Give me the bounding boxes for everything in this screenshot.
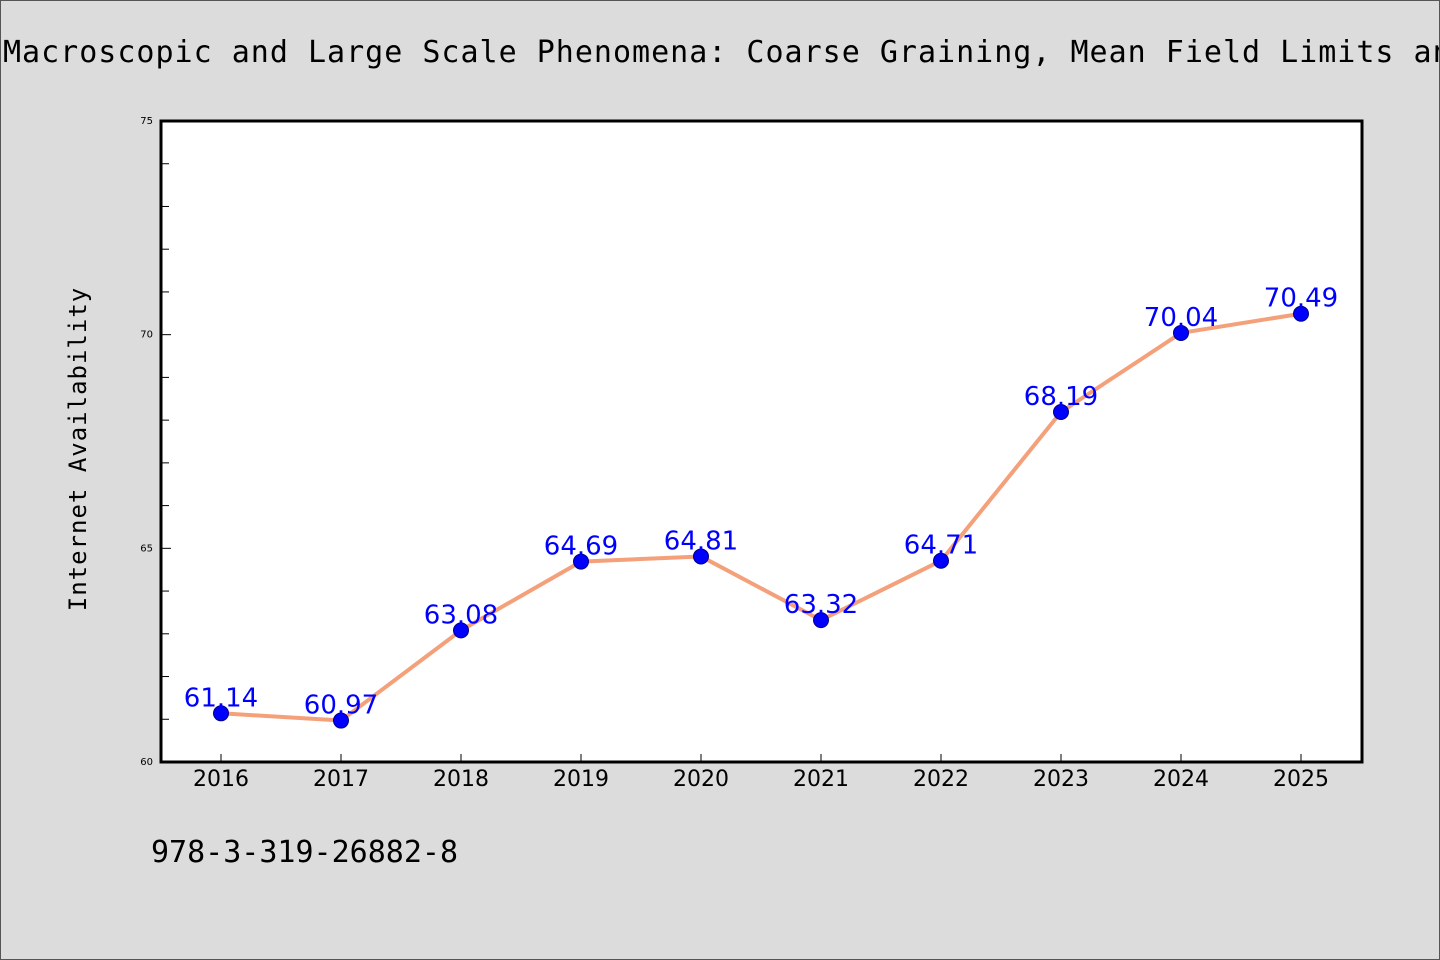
data-point	[213, 705, 229, 722]
y-axis-label: Internet Availability	[64, 287, 92, 611]
data-point	[933, 552, 949, 569]
data-label: 63.08	[424, 600, 498, 630]
series-line-group	[213, 305, 1309, 729]
chart-title: Macroscopic and Large Scale Phenomena: C…	[3, 35, 1439, 70]
data-label: 60.97	[304, 691, 378, 721]
data-label: 63.32	[784, 590, 858, 620]
y-tick-label: 60	[140, 757, 153, 768]
data-point	[573, 553, 589, 570]
data-point	[813, 612, 829, 629]
y-tick-label: 70	[140, 330, 153, 341]
data-label: 61.14	[184, 683, 258, 713]
data-point	[333, 712, 349, 729]
data-point	[1053, 404, 1069, 421]
data-label: 64.71	[904, 531, 978, 561]
x-tick-label: 2020	[673, 767, 729, 792]
y-axis: 60 65 70 75	[140, 116, 171, 768]
data-label: 64.69	[544, 532, 618, 562]
x-tick-label: 2024	[1153, 767, 1209, 792]
y-tick-label: 75	[140, 116, 153, 127]
x-tick-label: 2016	[193, 767, 249, 792]
data-point	[453, 622, 469, 639]
x-tick-label: 2022	[913, 767, 969, 792]
x-tick-label: 2018	[433, 767, 489, 792]
data-label: 70.49	[1264, 284, 1338, 314]
data-label: 64.81	[664, 526, 738, 556]
isbn-text: 978-3-319-26882-8	[151, 835, 459, 870]
data-labels-group: 61.14 60.97 63.08 64.69 64.81 63.32 64.71 68.19…	[184, 284, 1338, 721]
x-tick-label: 2021	[793, 767, 849, 792]
x-axis: 2016 2017 2018 2019 2020 2021 2022 2023 2024 2025	[193, 754, 1329, 792]
data-label: 70.04	[1144, 303, 1218, 333]
x-tick-label: 2017	[313, 767, 369, 792]
y-tick-label: 65	[140, 543, 153, 554]
x-tick-label: 2025	[1273, 767, 1329, 792]
x-tick-label: 2023	[1033, 767, 1089, 792]
plot-area	[159, 119, 1364, 764]
data-point	[693, 548, 709, 565]
data-point	[1293, 305, 1309, 322]
data-label: 68.19	[1024, 382, 1098, 412]
series-line	[219, 311, 1303, 723]
data-point	[1173, 324, 1189, 341]
x-tick-label: 2019	[553, 767, 609, 792]
